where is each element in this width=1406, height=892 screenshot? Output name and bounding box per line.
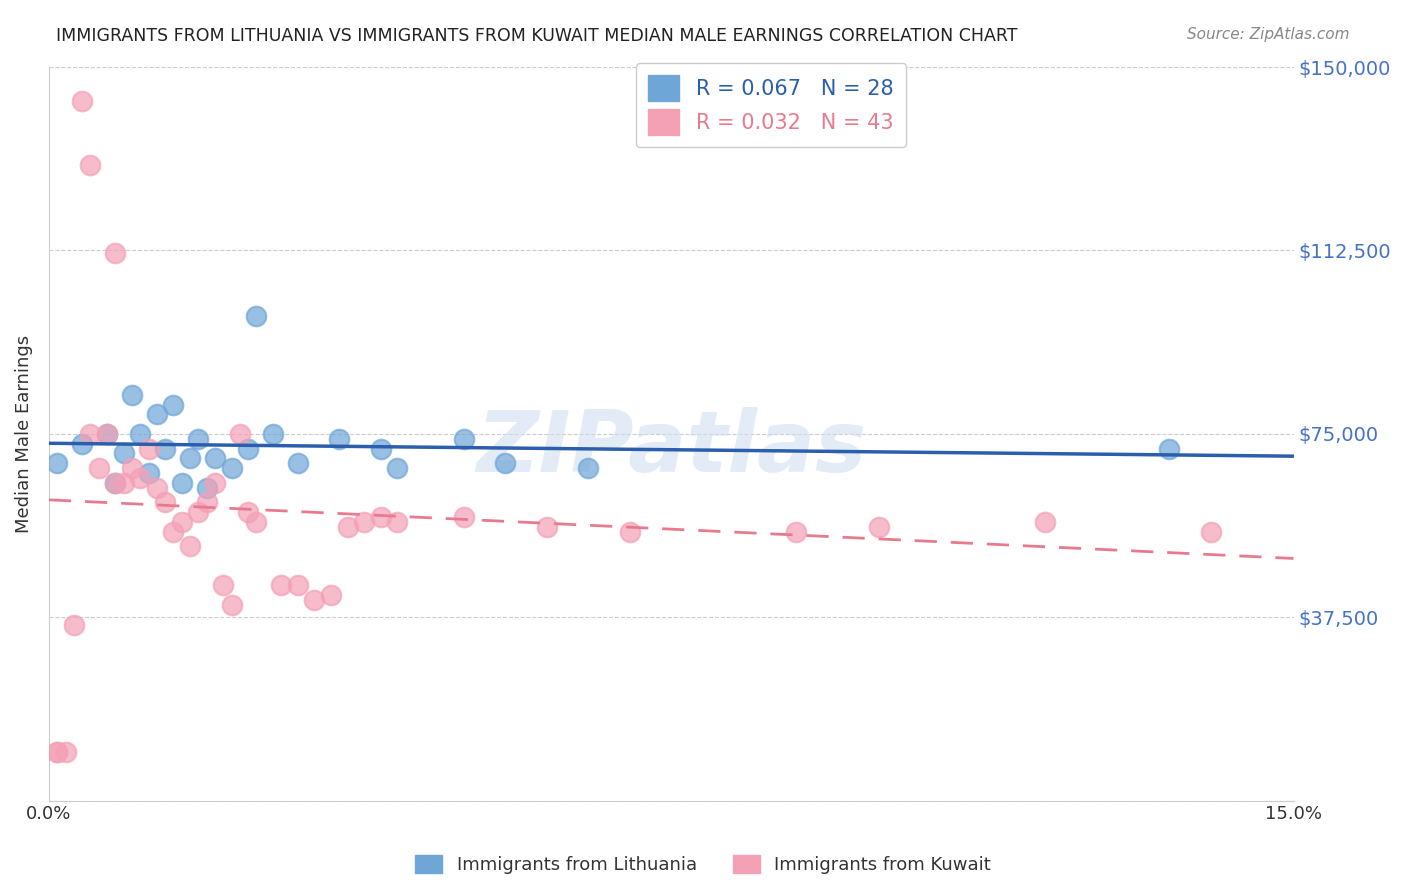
Point bbox=[63, 617, 86, 632]
Y-axis label: Median Male Earnings: Median Male Earnings bbox=[15, 334, 32, 533]
Point bbox=[387, 461, 409, 475]
Point bbox=[121, 461, 143, 475]
Point bbox=[87, 461, 110, 475]
Point bbox=[328, 432, 350, 446]
Point bbox=[162, 524, 184, 539]
Point bbox=[453, 510, 475, 524]
Point bbox=[104, 246, 127, 260]
Point bbox=[387, 515, 409, 529]
Point bbox=[112, 446, 135, 460]
Point bbox=[229, 426, 252, 441]
Point bbox=[536, 520, 558, 534]
Point bbox=[129, 471, 152, 485]
Point bbox=[619, 524, 641, 539]
Point bbox=[153, 495, 176, 509]
Point bbox=[187, 505, 209, 519]
Point bbox=[112, 475, 135, 490]
Point bbox=[46, 745, 69, 759]
Point bbox=[245, 515, 267, 529]
Legend: R = 0.067   N = 28, R = 0.032   N = 43: R = 0.067 N = 28, R = 0.032 N = 43 bbox=[636, 62, 905, 147]
Point bbox=[153, 442, 176, 456]
Point bbox=[370, 510, 392, 524]
Point bbox=[104, 475, 127, 490]
Point bbox=[1157, 442, 1180, 456]
Point bbox=[104, 475, 127, 490]
Point bbox=[868, 520, 890, 534]
Point bbox=[212, 578, 235, 592]
Point bbox=[170, 475, 193, 490]
Point bbox=[187, 432, 209, 446]
Point bbox=[236, 505, 259, 519]
Point bbox=[179, 539, 201, 553]
Point bbox=[1033, 515, 1056, 529]
Point bbox=[336, 520, 359, 534]
Text: ZIPatlas: ZIPatlas bbox=[477, 407, 866, 490]
Point bbox=[179, 451, 201, 466]
Point bbox=[287, 456, 309, 470]
Point bbox=[262, 426, 284, 441]
Point bbox=[46, 745, 69, 759]
Point bbox=[146, 481, 169, 495]
Point bbox=[46, 456, 69, 470]
Point bbox=[370, 442, 392, 456]
Point bbox=[79, 426, 101, 441]
Point bbox=[221, 598, 243, 612]
Point bbox=[576, 461, 599, 475]
Point bbox=[162, 397, 184, 411]
Point bbox=[70, 95, 93, 109]
Point bbox=[245, 310, 267, 324]
Point bbox=[170, 515, 193, 529]
Point bbox=[204, 451, 226, 466]
Point bbox=[55, 745, 77, 759]
Point bbox=[204, 475, 226, 490]
Point bbox=[494, 456, 516, 470]
Point bbox=[121, 388, 143, 402]
Point bbox=[138, 466, 160, 480]
Point bbox=[453, 432, 475, 446]
Point bbox=[221, 461, 243, 475]
Point bbox=[1199, 524, 1222, 539]
Point bbox=[270, 578, 292, 592]
Point bbox=[319, 588, 342, 602]
Point bbox=[304, 593, 326, 607]
Point bbox=[129, 426, 152, 441]
Point bbox=[195, 481, 218, 495]
Point bbox=[79, 158, 101, 172]
Point bbox=[287, 578, 309, 592]
Text: Source: ZipAtlas.com: Source: ZipAtlas.com bbox=[1187, 27, 1350, 42]
Point bbox=[353, 515, 375, 529]
Point bbox=[195, 495, 218, 509]
Point bbox=[138, 442, 160, 456]
Legend: Immigrants from Lithuania, Immigrants from Kuwait: Immigrants from Lithuania, Immigrants fr… bbox=[406, 846, 1000, 883]
Point bbox=[70, 436, 93, 450]
Text: IMMIGRANTS FROM LITHUANIA VS IMMIGRANTS FROM KUWAIT MEDIAN MALE EARNINGS CORRELA: IMMIGRANTS FROM LITHUANIA VS IMMIGRANTS … bbox=[56, 27, 1018, 45]
Point bbox=[96, 426, 118, 441]
Point bbox=[236, 442, 259, 456]
Point bbox=[96, 426, 118, 441]
Point bbox=[785, 524, 807, 539]
Point bbox=[146, 407, 169, 421]
